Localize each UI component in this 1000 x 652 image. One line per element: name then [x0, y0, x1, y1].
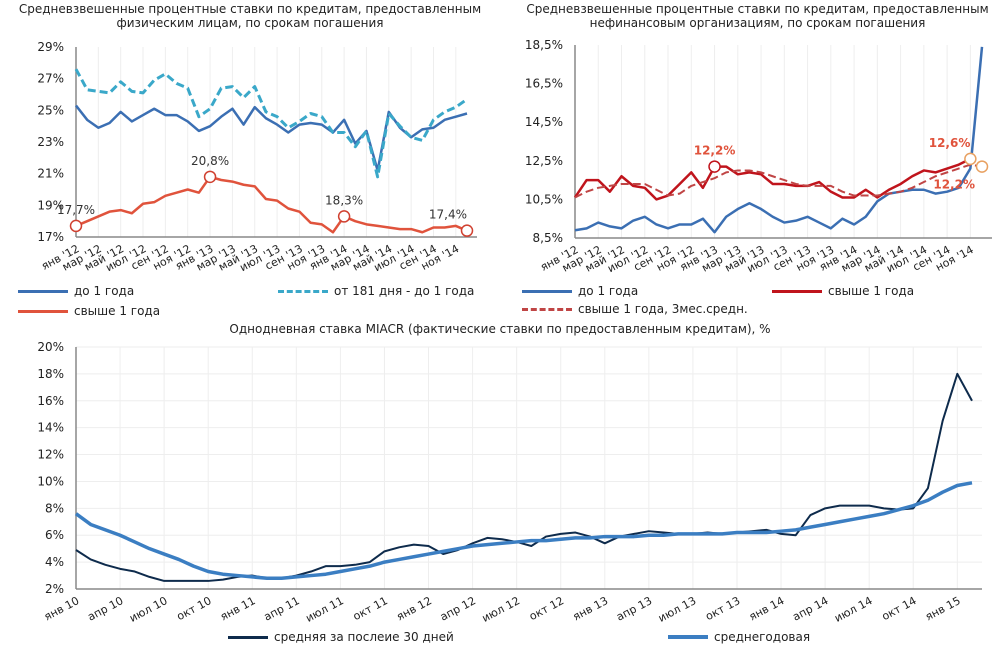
data-label: 18,3%: [325, 193, 363, 207]
x-tick-label: окт 10: [175, 594, 214, 623]
series-line-2: [74, 481, 973, 580]
x-tick-label: июл 12: [480, 594, 522, 625]
x-tick-label: янв 11: [218, 594, 257, 623]
y-tick-label: 16,5%: [525, 77, 563, 91]
data-label: 17,4%: [429, 208, 467, 222]
x-tick-label: янв 13: [571, 594, 610, 623]
legend-c2-s1: свыше 1 года: [772, 284, 914, 298]
y-tick-label: 29%: [37, 40, 64, 54]
x-tick-label: окт 12: [527, 594, 566, 623]
chart2-title: Средневзвешенные процентные ставки по кр…: [526, 2, 989, 30]
x-tick-label: окт 14: [880, 594, 919, 623]
legend-label: от 181 дня - до 1 года: [334, 284, 475, 298]
data-label: 12,2%: [694, 144, 736, 158]
legend-c1-s2: свыше 1 года: [18, 304, 160, 318]
data-point-marker: [337, 210, 351, 223]
y-tick-label: 17%: [37, 230, 64, 244]
legend-label: среднегодовая: [714, 630, 811, 644]
legend-c3-s0: средняя за послеие 30 дней: [228, 630, 454, 644]
legend-swatch: [522, 289, 572, 293]
series-line-2: [74, 68, 468, 179]
legend-swatch: [228, 635, 268, 639]
legend-swatch: [772, 289, 822, 293]
legend-swatch: [522, 307, 572, 311]
y-tick-label: 16%: [37, 394, 64, 408]
data-label: 20,8%: [191, 154, 229, 168]
legend-label: средняя за послеие 30 дней: [274, 630, 454, 644]
y-tick-label: 18%: [37, 367, 64, 381]
y-tick-label: 4%: [45, 555, 64, 569]
y-tick-label: 2%: [45, 582, 64, 596]
y-tick-label: 10%: [37, 474, 64, 488]
x-tick-label: июл 11: [304, 594, 346, 625]
y-tick-label: 8,5%: [533, 231, 564, 245]
data-point-marker: [203, 170, 217, 184]
data-point-marker: [69, 219, 83, 233]
x-tick-label: июл 13: [656, 594, 698, 625]
x-tick-label: апр 12: [438, 594, 478, 624]
data-point-marker: [964, 152, 977, 166]
y-tick-label: 21%: [37, 167, 64, 181]
legend-swatch: [18, 309, 68, 313]
legend-c1-s1: от 181 дня - до 1 года: [278, 284, 474, 298]
series-line-1: [574, 46, 984, 234]
x-tick-label: апр 13: [614, 594, 654, 624]
y-tick-label: 27%: [37, 72, 64, 86]
y-tick-label: 6%: [45, 528, 64, 542]
legend-c3-s1: среднегодовая: [668, 630, 810, 644]
legend-swatch: [278, 289, 328, 293]
y-tick-label: 25%: [37, 103, 64, 117]
series-line-1: [75, 372, 973, 582]
legend-label: до 1 года: [74, 284, 135, 298]
y-tick-label: 23%: [37, 135, 64, 149]
legend-c2-s0: до 1 года: [522, 284, 638, 298]
data-point-marker: [975, 160, 989, 173]
data-point-marker: [708, 160, 721, 173]
legend-swatch: [18, 289, 68, 293]
x-tick-label: янв 15: [923, 594, 962, 623]
series-line-3: [574, 163, 983, 199]
x-tick-label: апр 10: [85, 594, 125, 624]
x-tick-label: июл 10: [127, 594, 169, 625]
legend-c1-s0: до 1 года: [18, 284, 134, 298]
x-tick-label: окт 13: [703, 594, 742, 623]
x-tick-label: янв 12: [394, 594, 433, 623]
series-line-2: [573, 157, 971, 201]
data-label: 12,6%: [929, 136, 971, 150]
y-tick-label: 14,5%: [525, 115, 563, 129]
y-tick-label: 8%: [45, 501, 64, 515]
chart3-title: Однодневная ставка MIACR (фактические ст…: [229, 322, 771, 336]
x-tick-label: окт 11: [351, 594, 390, 623]
x-tick-label: июл 14: [832, 594, 874, 625]
legend-c2-s2: свыше 1 года, 3мес.средн.: [522, 302, 748, 316]
legend-label: свыше 1 года, 3мес.средн.: [578, 302, 748, 316]
legend-label: свыше 1 года: [828, 284, 915, 298]
chart1-title: Средневзвешенные процентные ставки по кр…: [18, 2, 482, 30]
x-tick-label: апр 11: [262, 594, 302, 624]
x-tick-label: апр 14: [790, 594, 830, 624]
y-tick-label: 14%: [37, 421, 64, 435]
y-tick-label: 18,5%: [525, 38, 563, 52]
y-tick-label: 20%: [37, 340, 64, 354]
data-label: 12,2%: [933, 178, 975, 192]
x-tick-label: янв 10: [42, 594, 81, 623]
data-label: 17,7%: [57, 203, 95, 217]
series-line-1: [75, 104, 468, 172]
legend-label: свыше 1 года: [74, 304, 161, 318]
series-line-3: [75, 175, 468, 234]
data-point-marker: [460, 224, 474, 237]
legend-swatch: [668, 635, 708, 639]
legend-label: до 1 года: [578, 284, 639, 298]
y-tick-label: 10,5%: [525, 192, 563, 206]
y-tick-label: 12%: [37, 448, 64, 462]
y-tick-label: 19%: [37, 198, 64, 212]
y-tick-label: 12,5%: [525, 154, 563, 168]
x-tick-label: янв 14: [747, 594, 786, 623]
